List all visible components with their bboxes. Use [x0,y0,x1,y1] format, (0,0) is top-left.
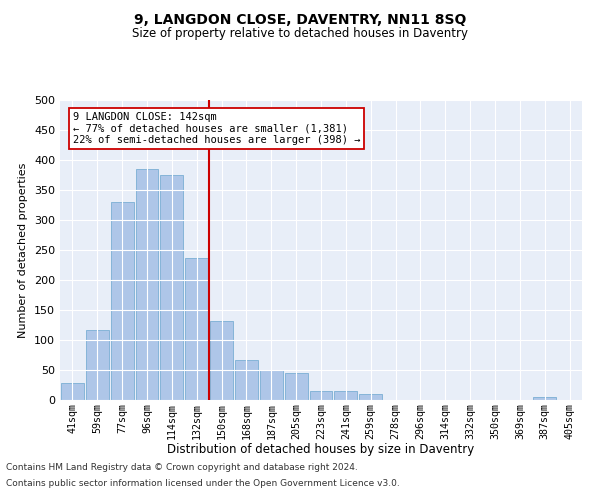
Text: Distribution of detached houses by size in Daventry: Distribution of detached houses by size … [167,442,475,456]
Bar [210,321,233,400]
Bar [359,394,382,400]
Text: 9, LANGDON CLOSE, DAVENTRY, NN11 8SQ: 9, LANGDON CLOSE, DAVENTRY, NN11 8SQ [134,12,466,26]
Bar [285,373,308,400]
Text: 9 LANGDON CLOSE: 142sqm
← 77% of detached houses are smaller (1,381)
22% of semi: 9 LANGDON CLOSE: 142sqm ← 77% of detache… [73,112,360,145]
Bar [235,360,258,400]
Bar [61,382,84,400]
Text: Contains HM Land Registry data © Crown copyright and database right 2024.: Contains HM Land Registry data © Crown c… [6,464,358,472]
Bar [533,397,556,400]
Bar [260,370,283,400]
Bar [111,202,134,400]
Bar [136,169,158,400]
Text: Contains public sector information licensed under the Open Government Licence v3: Contains public sector information licen… [6,478,400,488]
Bar [185,258,208,400]
Bar [334,391,357,400]
Y-axis label: Number of detached properties: Number of detached properties [19,162,28,338]
Bar [310,391,332,400]
Bar [86,330,109,400]
Text: Size of property relative to detached houses in Daventry: Size of property relative to detached ho… [132,28,468,40]
Bar [160,175,183,400]
